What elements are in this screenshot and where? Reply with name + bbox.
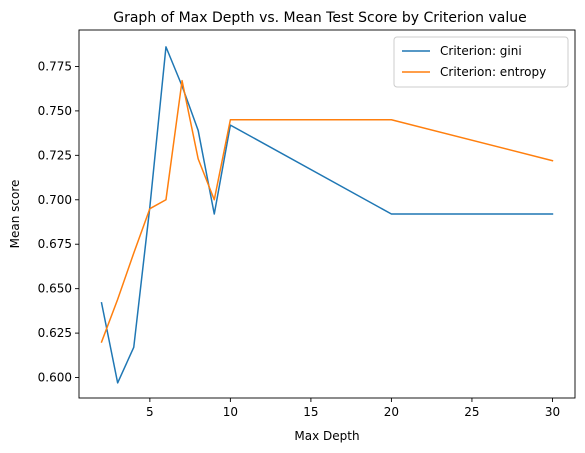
y-tick-label: 0.700	[38, 193, 72, 207]
y-tick-label: 0.775	[38, 59, 72, 73]
legend-box	[393, 36, 569, 88]
x-tick-label: 25	[464, 405, 479, 419]
y-tick-label: 0.675	[38, 237, 72, 251]
legend: Criterion: gini Criterion: entropy	[393, 36, 569, 88]
y-axis: 0.600 0.625 0.650 0.675 0.700 0.725 0.750 0.775	[38, 59, 79, 385]
x-tick-label: 20	[384, 405, 399, 419]
y-tick-label: 0.625	[38, 326, 72, 340]
x-tick-label: 30	[545, 405, 560, 419]
x-axis-label: Max Depth	[294, 429, 359, 443]
y-axis-label: Mean score	[8, 180, 22, 249]
axes-frame	[78, 29, 576, 399]
y-tick-label: 0.725	[38, 148, 72, 162]
legend-label: Criterion: entropy	[440, 65, 546, 79]
y-tick-label: 0.650	[38, 282, 72, 296]
x-tick-label: 15	[303, 405, 318, 419]
series-line-entropy	[100, 79, 554, 343]
plot-area	[100, 46, 554, 384]
x-tick-label: 10	[223, 405, 238, 419]
chart-title: Graph of Max Depth vs. Mean Test Score b…	[113, 10, 527, 26]
legend-label: Criterion: gini	[440, 44, 522, 58]
x-axis: 5 10 15 20 25 30	[146, 398, 560, 419]
y-tick-label: 0.750	[38, 104, 72, 118]
y-tick-label: 0.600	[38, 371, 72, 385]
x-tick-label: 5	[146, 405, 154, 419]
